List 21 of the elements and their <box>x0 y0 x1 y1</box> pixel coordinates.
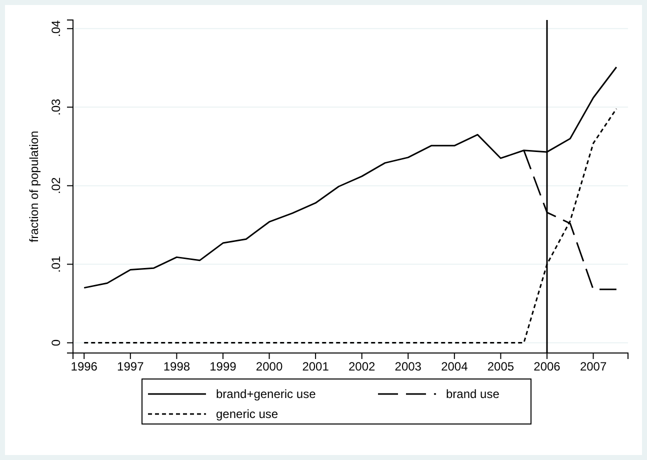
x-tick-label: 2004 <box>441 360 468 374</box>
y-tick-label: .02 <box>48 177 63 194</box>
legend-label: brand use <box>446 387 500 401</box>
x-tick-label: 2006 <box>534 360 561 374</box>
x-tick-label: 2002 <box>348 360 376 374</box>
x-tick-label: 2005 <box>487 360 514 374</box>
y-tick-label: .01 <box>48 256 63 273</box>
y-tick-label: .04 <box>48 20 63 37</box>
x-tick-label: 2000 <box>256 360 283 374</box>
x-tick-label: 2003 <box>394 360 422 374</box>
x-tick-label: 2001 <box>302 360 330 374</box>
x-tick-label: 1998 <box>163 360 190 374</box>
legend-label: generic use <box>216 407 278 421</box>
legend-label: brand+generic use <box>216 387 316 401</box>
x-tick-label: 1996 <box>70 360 98 374</box>
x-tick-label: 1999 <box>210 360 237 374</box>
x-tick-label: 1997 <box>117 360 144 374</box>
y-tick-label: 0 <box>48 339 63 346</box>
x-tick-label: 2007 <box>580 360 607 374</box>
y-axis-title: fraction of population <box>27 130 41 242</box>
y-tick-label: .03 <box>48 98 63 116</box>
